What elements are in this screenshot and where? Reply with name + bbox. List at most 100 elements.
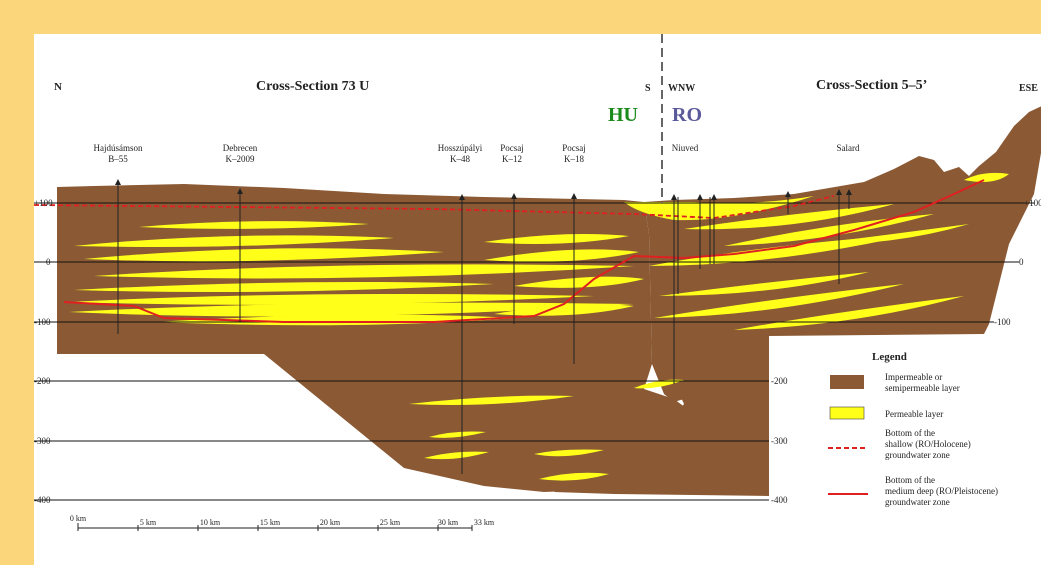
permeable-lens <box>634 379 684 389</box>
scale-label: 33 km <box>474 518 495 527</box>
borehole-marker <box>846 189 852 195</box>
depth-labels-mid: -200 -300 -400 <box>771 376 788 505</box>
legend-swatch-impermeable <box>830 375 864 389</box>
depth-label: -300 <box>771 436 788 446</box>
shallow-groundwater-line <box>34 195 835 219</box>
depth-labels-right: +100 0 -100 <box>994 198 1041 327</box>
well-name: Niuved <box>672 143 699 153</box>
scale-bar-ticks <box>77 523 473 531</box>
compass-n: N <box>54 81 62 93</box>
section-right-title: Cross-Section 5–5’ <box>816 78 927 93</box>
well-name: Hosszúpályi <box>438 143 483 153</box>
permeable-lens <box>69 302 634 317</box>
borehole-marker <box>459 194 465 200</box>
permeable-lens <box>534 449 604 457</box>
legend-swatch-permeable <box>829 406 865 420</box>
scale-bar-labels: 0 km 5 km 10 km 15 km 20 km 25 km 30 km … <box>70 514 495 527</box>
well-name: Pocsaj <box>562 143 586 153</box>
permeable-lens <box>539 472 609 481</box>
legend-text: groundwater zone <box>885 450 950 460</box>
compass-ese: ESE <box>1019 83 1038 94</box>
depth-label: 0 <box>1019 257 1024 267</box>
well-name: Salard <box>837 143 860 153</box>
permeable-lens <box>69 294 594 305</box>
scale-label: 5 km <box>140 518 157 527</box>
depth-label: -300 <box>34 436 51 446</box>
depth-label: -100 <box>994 317 1011 327</box>
legend-text: groundwater zone <box>885 497 950 507</box>
well-code: B–55 <box>108 154 128 164</box>
legend-text: semipermeable layer <box>885 383 960 393</box>
scale-label: 30 km <box>438 518 459 527</box>
borehole-marker <box>237 188 243 194</box>
depth-label: -200 <box>771 376 788 386</box>
permeable-lens <box>494 304 634 316</box>
borehole-marker <box>671 194 677 200</box>
permeable-layers <box>69 172 1009 481</box>
legend-box <box>794 339 1041 554</box>
permeable-lens <box>654 284 904 318</box>
compass-wnw: WNW <box>668 83 695 94</box>
well-code: K–48 <box>450 154 470 164</box>
legend-text: Bottom of the <box>885 428 935 438</box>
well-code: K–18 <box>564 154 584 164</box>
country-label-hu: HU <box>608 104 638 126</box>
depth-labels-left: +100 0 -100 -200 -300 -400 <box>34 198 53 505</box>
borehole-marker <box>711 194 717 200</box>
legend-text: Bottom of the <box>885 475 935 485</box>
permeable-lens <box>659 272 869 296</box>
legend-text: Impermeable or <box>885 372 942 382</box>
borehole-marker <box>785 191 791 197</box>
borehole-marker <box>836 189 842 195</box>
scale-bar: 0 km 5 km 10 km 15 km 20 km 25 km 30 km … <box>70 514 495 531</box>
scale-label: 25 km <box>380 518 401 527</box>
permeable-lens <box>74 282 494 292</box>
well-code: K–12 <box>502 154 522 164</box>
permeable-lens <box>964 172 1009 182</box>
well-name: Pocsaj <box>500 143 524 153</box>
borehole-marker <box>511 193 517 199</box>
cross-section-diagram: N Cross-Section 73 U S WNW Cross-Section… <box>34 34 1041 565</box>
legend-title: Legend <box>872 351 907 363</box>
well-name: Debrecen <box>223 143 258 153</box>
well-code: K–2009 <box>226 154 255 164</box>
scale-label: 20 km <box>320 518 341 527</box>
country-label-ro: RO <box>672 104 702 126</box>
borehole-marker <box>571 193 577 199</box>
permeable-lens <box>424 451 489 460</box>
depth-label: -200 <box>34 376 51 386</box>
permeable-lens <box>84 248 444 262</box>
depth-label: -400 <box>34 495 51 505</box>
well-labels: Hajdúsámson B–55 Debrecen K–2009 Hosszúp… <box>94 143 860 164</box>
permeable-lens <box>429 431 486 438</box>
legend: Legend Impermeable or semipermeable laye… <box>794 339 1041 554</box>
permeable-lens <box>814 224 969 245</box>
permeable-lens <box>94 264 634 279</box>
borehole-markers <box>115 179 852 200</box>
legend-text: medium deep (RO/Pleistocene) <box>885 486 998 496</box>
permeable-lens <box>139 221 369 229</box>
permeable-lens <box>684 204 894 230</box>
boreholes <box>117 182 850 474</box>
section-left-title: Cross-Section 73 U <box>256 79 369 94</box>
legend-text: Permeable layer <box>885 409 943 419</box>
permeable-lens <box>514 276 644 288</box>
cross-section-svg: N Cross-Section 73 U S WNW Cross-Section… <box>34 34 1041 565</box>
medium-deep-groundwater-line <box>63 179 985 323</box>
scale-label: 15 km <box>260 518 281 527</box>
permeable-lens <box>409 395 574 405</box>
scale-label: 10 km <box>200 518 221 527</box>
depth-label: +100 <box>1024 198 1041 208</box>
impermeable-body-right <box>644 106 1041 402</box>
depth-label: -100 <box>34 317 51 327</box>
depth-label: -400 <box>771 495 788 505</box>
impermeable-body-lower <box>554 334 769 496</box>
scale-label: 0 km <box>70 514 87 523</box>
legend-text: shallow (RO/Holocene) <box>885 439 971 449</box>
depth-label: 0 <box>46 257 51 267</box>
well-name: Hajdúsámson <box>94 143 143 153</box>
compass-s: S <box>645 83 651 94</box>
permeable-lens <box>624 196 814 221</box>
figure-frame: N Cross-Section 73 U S WNW Cross-Section… <box>10 10 1041 565</box>
permeable-lens <box>484 249 639 262</box>
